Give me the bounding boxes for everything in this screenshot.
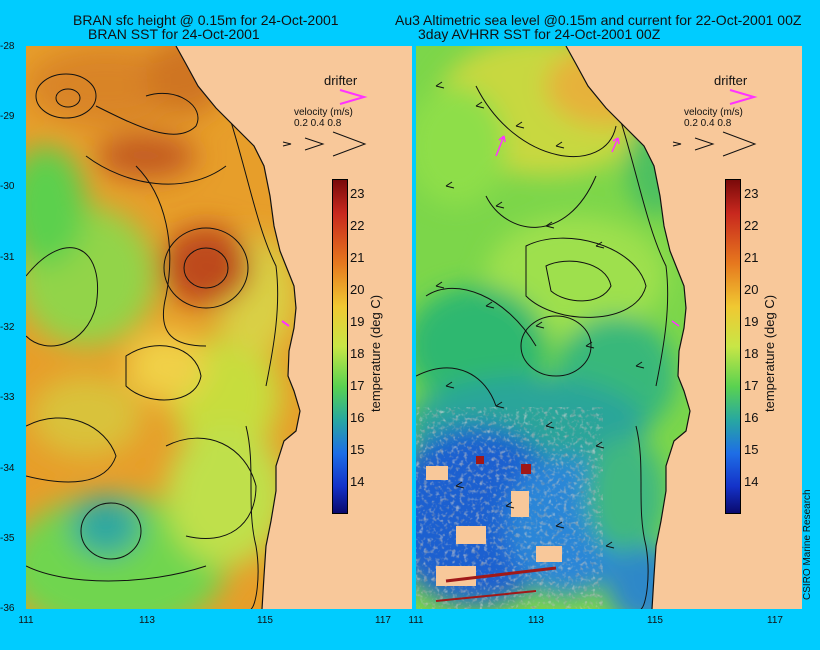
bran-drifter-label: drifter: [324, 73, 358, 88]
avhrr-drifter-arrow-icon: [729, 89, 758, 105]
left-title-line2: BRAN SST for 24-Oct-2001: [88, 26, 260, 42]
left-title-line1: BRAN sfc height @ 0.15m for 24-Oct-2001: [73, 12, 339, 28]
lon-tick: 115: [257, 615, 273, 626]
avhrr-height-contours: [416, 85, 669, 609]
avhrr-coastline: [565, 46, 691, 609]
cb-tick: 20: [350, 282, 365, 297]
bran-drifter-track: [281, 320, 290, 327]
cb-tick: 17: [350, 378, 365, 393]
avhrr-colorbar-title: temperature (deg C): [762, 294, 777, 412]
bran-drifter-arrow-icon: [339, 89, 368, 105]
lat-tick: -33: [0, 392, 15, 403]
avhrr-velocity-label: velocity (m/s): [684, 107, 743, 118]
cb-tick: 18: [744, 346, 759, 361]
cb-tick: 18: [350, 346, 365, 361]
cb-tick: 17: [744, 378, 759, 393]
bran-height-contours: [26, 73, 279, 609]
bran-colorbar-bar: [332, 179, 348, 514]
bran-sst-field: [26, 46, 301, 609]
avhrr-colorbar-bar: [725, 179, 741, 514]
bran-colorbar-title: temperature (deg C): [368, 294, 383, 412]
avhrr-velocity-values: 0.2 0.4 0.8: [684, 118, 732, 129]
cb-tick: 19: [350, 314, 365, 329]
cb-tick: 16: [350, 410, 365, 425]
lon-tick: 111: [408, 615, 424, 626]
avhrr-velocity-scale-icon: [672, 131, 757, 157]
right-title-line2: 3day AVHRR SST for 24-Oct-2001 00Z: [418, 26, 661, 42]
bran-sst-map: drifter velocity (m/s) 0.2 0.4 0.8: [26, 46, 412, 609]
lat-tick: -35: [0, 533, 15, 544]
avhrr-drifter-label: drifter: [714, 73, 748, 88]
lon-tick: 117: [767, 615, 783, 626]
cb-tick: 15: [350, 442, 365, 457]
avhrr-cloud-speckle: [416, 426, 586, 609]
cb-tick: 23: [744, 186, 759, 201]
lat-tick: -32: [0, 322, 15, 333]
cb-tick: 23: [350, 186, 365, 201]
lat-tick: -30: [0, 181, 15, 192]
lon-tick: 113: [139, 615, 155, 626]
credit-text: CSIRO Marine Research: [802, 489, 813, 600]
bran-coastline: [175, 46, 301, 609]
lat-tick: -28: [0, 41, 15, 52]
lat-tick: -29: [0, 111, 15, 122]
bran-velocity-values: 0.2 0.4 0.8: [294, 118, 342, 129]
lat-tick: -31: [0, 252, 15, 263]
bran-velocity-scale-icon: [282, 131, 367, 157]
lon-tick: 117: [375, 615, 391, 626]
cb-tick: 19: [744, 314, 759, 329]
lat-tick: -36: [0, 603, 15, 614]
cb-tick: 21: [350, 250, 365, 265]
cb-tick: 20: [744, 282, 759, 297]
avhrr-current-vectors: [435, 81, 645, 549]
lon-tick: 115: [647, 615, 663, 626]
avhrr-sst-field: [416, 46, 691, 609]
cb-tick: 22: [350, 218, 365, 233]
bran-ocean: [26, 46, 300, 609]
cb-tick: 14: [744, 474, 759, 489]
avhrr-drifter-tracks: [495, 135, 680, 327]
lon-tick: 111: [18, 615, 34, 626]
cb-tick: 16: [744, 410, 759, 425]
cb-tick: 15: [744, 442, 759, 457]
bran-velocity-label: velocity (m/s): [294, 107, 353, 118]
cb-tick: 22: [744, 218, 759, 233]
right-title-line1: Au3 Altimetric sea level @0.15m and curr…: [395, 12, 802, 28]
cb-tick: 21: [744, 250, 759, 265]
lon-tick: 113: [528, 615, 544, 626]
lat-tick: -34: [0, 463, 15, 474]
cb-tick: 14: [350, 474, 365, 489]
